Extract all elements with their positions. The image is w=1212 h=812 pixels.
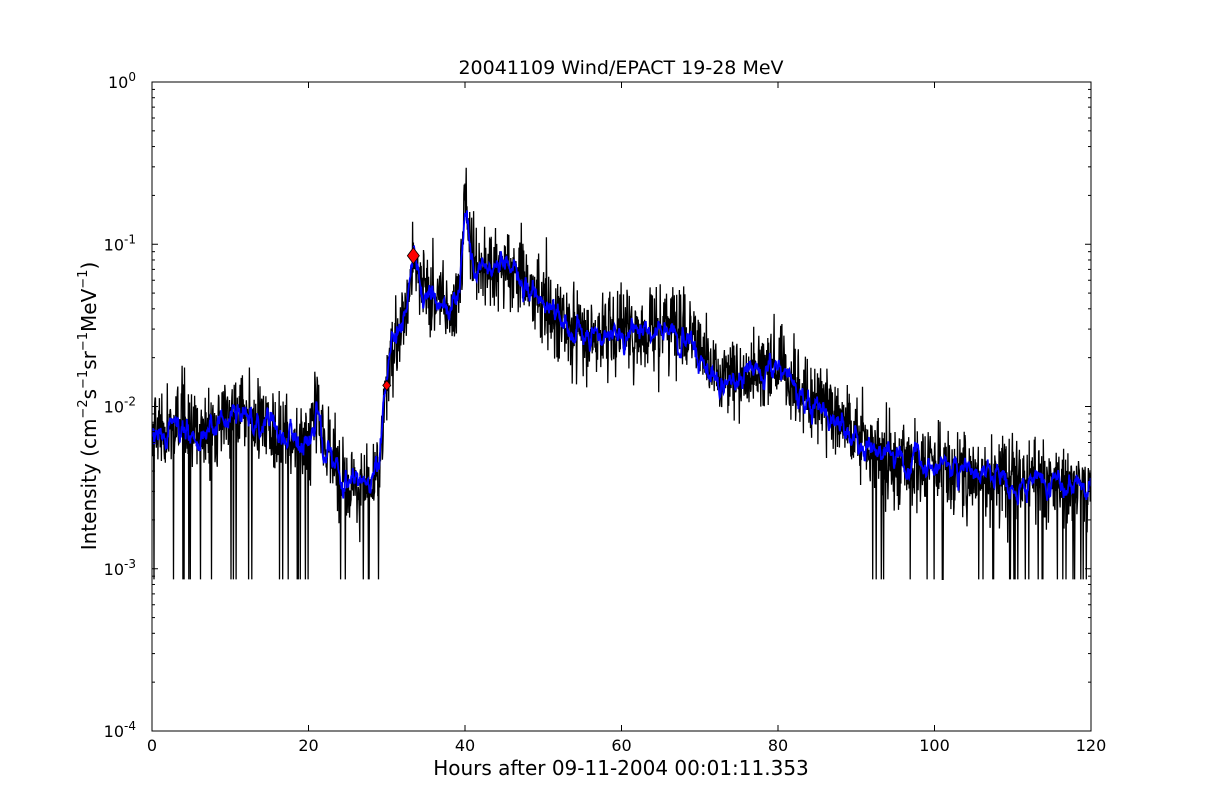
y-tick-label: 10-2 [104, 395, 136, 417]
y-axis-ticks: 10-4 10-3 10-2 10-1 100 [104, 70, 1091, 741]
x-tick-label: 120 [1076, 736, 1107, 755]
event-marker-diamond [406, 247, 420, 265]
plot-area [152, 167, 1091, 581]
y-tick-label: 10-3 [104, 557, 136, 579]
x-tick-label: 40 [455, 736, 475, 755]
x-tick-label: 0 [147, 736, 157, 755]
raw-series-line [152, 167, 1091, 581]
y-tick-label: 10-4 [104, 719, 136, 741]
x-axis-ticks: 0 20 40 60 80 100 120 [147, 82, 1106, 755]
y-tick-label: 100 [108, 70, 136, 92]
event-marker-diamond [382, 379, 392, 391]
x-tick-label: 80 [768, 736, 788, 755]
chart-title: 20041109 Wind/EPACT 19-28 MeV [458, 57, 783, 79]
x-tick-label: 20 [298, 736, 318, 755]
x-tick-label: 100 [919, 736, 950, 755]
y-tick-label: 10-1 [104, 232, 136, 254]
x-tick-label: 60 [611, 736, 631, 755]
event-markers [382, 247, 420, 391]
plot-frame [151, 81, 1092, 732]
x-axis-label: Hours after 09-11-2004 00:01:11.353 [433, 756, 809, 780]
smoothed-series-line [152, 210, 1091, 506]
y-axis-label: Intensity (cm−2s−1sr−1MeV−1) [76, 262, 101, 551]
